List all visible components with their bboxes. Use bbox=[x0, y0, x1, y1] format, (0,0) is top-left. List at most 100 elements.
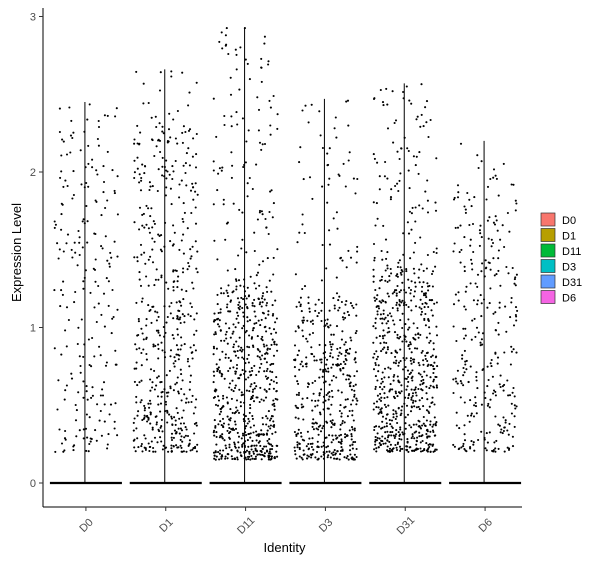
point-D0 bbox=[97, 284, 100, 288]
point-D1 bbox=[142, 348, 145, 351]
point-D31 bbox=[390, 425, 393, 428]
point-D0 bbox=[72, 449, 75, 452]
point-D31 bbox=[435, 157, 438, 160]
point-D1 bbox=[180, 399, 183, 402]
point-D31 bbox=[374, 224, 377, 227]
point-D3 bbox=[346, 434, 349, 437]
point-D11 bbox=[255, 439, 258, 442]
point-D11 bbox=[218, 436, 221, 439]
point-D6 bbox=[480, 315, 483, 318]
point-D11 bbox=[268, 327, 271, 330]
point-D31 bbox=[374, 321, 377, 324]
point-D0 bbox=[60, 442, 64, 445]
point-D6 bbox=[475, 326, 479, 329]
point-D1 bbox=[140, 179, 143, 182]
point-D6 bbox=[486, 306, 489, 309]
point-D3 bbox=[330, 366, 333, 369]
point-D1 bbox=[176, 376, 179, 379]
point-D0 bbox=[84, 427, 88, 430]
point-D0 bbox=[76, 264, 79, 267]
point-D1 bbox=[149, 445, 152, 448]
point-D31 bbox=[433, 434, 436, 437]
point-D1 bbox=[191, 448, 194, 451]
point-D1 bbox=[173, 416, 176, 419]
point-D11 bbox=[275, 317, 278, 320]
point-D31 bbox=[390, 419, 394, 422]
point-D1 bbox=[194, 206, 197, 209]
point-D31 bbox=[409, 359, 412, 362]
point-D6 bbox=[475, 371, 478, 374]
point-D31 bbox=[423, 370, 426, 373]
point-D0 bbox=[95, 439, 98, 442]
point-D31 bbox=[393, 323, 396, 326]
point-D6 bbox=[512, 348, 515, 351]
point-D1 bbox=[138, 181, 141, 184]
point-D31 bbox=[407, 328, 410, 331]
point-D1 bbox=[140, 351, 143, 355]
point-D3 bbox=[304, 104, 307, 107]
point-D11 bbox=[218, 40, 221, 43]
point-D11 bbox=[274, 431, 277, 434]
point-D31 bbox=[401, 281, 404, 284]
point-D6 bbox=[470, 412, 473, 415]
point-D11 bbox=[256, 218, 259, 221]
point-D6 bbox=[507, 394, 510, 397]
point-D6 bbox=[484, 259, 487, 262]
point-D3 bbox=[335, 276, 338, 279]
point-D1 bbox=[149, 413, 152, 416]
point-D31 bbox=[435, 325, 438, 328]
point-D11 bbox=[212, 381, 215, 384]
point-D31 bbox=[409, 257, 412, 260]
point-D31 bbox=[375, 350, 378, 353]
point-D1 bbox=[191, 351, 194, 354]
point-D1 bbox=[137, 410, 140, 413]
point-D11 bbox=[276, 455, 279, 458]
point-D11 bbox=[230, 397, 233, 400]
point-D11 bbox=[234, 372, 237, 375]
point-D0 bbox=[94, 258, 97, 261]
point-D11 bbox=[250, 336, 254, 339]
point-D11 bbox=[234, 326, 237, 329]
point-D11 bbox=[267, 63, 270, 66]
point-D1 bbox=[147, 417, 150, 420]
point-D11 bbox=[249, 275, 252, 278]
point-D3 bbox=[314, 379, 317, 383]
point-D1 bbox=[180, 446, 183, 449]
point-D31 bbox=[422, 405, 425, 408]
point-D11 bbox=[228, 327, 231, 330]
point-D31 bbox=[398, 298, 401, 302]
point-D11 bbox=[269, 363, 272, 366]
point-D11 bbox=[260, 429, 263, 432]
point-D31 bbox=[431, 285, 434, 288]
point-D0 bbox=[106, 114, 109, 117]
point-D31 bbox=[428, 299, 431, 302]
point-D31 bbox=[416, 326, 419, 330]
point-D6 bbox=[470, 258, 473, 261]
point-D1 bbox=[179, 368, 182, 371]
point-D31 bbox=[388, 312, 392, 315]
point-D3 bbox=[339, 423, 342, 426]
point-D3 bbox=[341, 419, 344, 423]
point-D1 bbox=[176, 280, 179, 283]
point-D1 bbox=[170, 203, 173, 206]
point-D11 bbox=[214, 451, 217, 454]
point-D6 bbox=[489, 362, 492, 365]
point-D6 bbox=[515, 202, 518, 205]
point-D3 bbox=[294, 404, 297, 407]
point-D6 bbox=[463, 424, 466, 427]
point-D1 bbox=[158, 430, 161, 433]
point-D11 bbox=[227, 356, 230, 359]
point-D31 bbox=[380, 396, 383, 399]
point-D11 bbox=[221, 417, 225, 420]
point-D3 bbox=[356, 399, 359, 402]
point-D31 bbox=[374, 288, 377, 292]
point-D11 bbox=[234, 48, 237, 51]
point-D31 bbox=[374, 327, 377, 330]
point-D3 bbox=[312, 448, 315, 451]
point-D0 bbox=[113, 192, 116, 195]
point-D3 bbox=[355, 303, 358, 306]
point-D0 bbox=[53, 226, 56, 229]
point-D1 bbox=[147, 402, 150, 405]
point-D3 bbox=[326, 407, 329, 410]
point-D31 bbox=[399, 319, 402, 322]
